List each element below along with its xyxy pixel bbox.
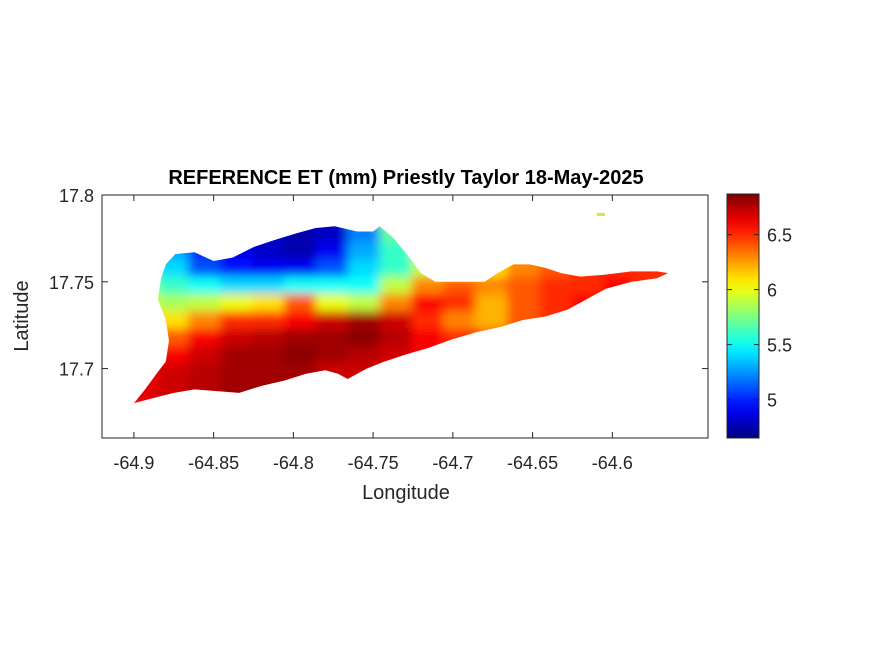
y-tick-label: 17.8 (59, 186, 94, 206)
colorbar: 5 5.5 6 6.5 (726, 193, 792, 439)
colorbar-tick-label: 6.5 (767, 226, 792, 246)
island-speck (597, 213, 605, 216)
colorbar-ticks: 5 5.5 6 6.5 (727, 226, 792, 411)
colorbar-gradient (726, 193, 760, 439)
x-tick-label: -64.9 (113, 453, 154, 473)
y-axis-label: Latitude (11, 280, 33, 351)
chart-title: REFERENCE ET (mm) Priestly Taylor 18-May… (168, 167, 643, 189)
x-tick-label: -64.85 (188, 453, 239, 473)
x-tick-label: -64.65 (507, 453, 558, 473)
colorbar-tick-label: 5 (767, 391, 777, 411)
x-axis: -64.9 -64.85 -64.8 -64.75 -64.7 -64.65 -64.6 (113, 195, 633, 473)
x-tick-label: -64.7 (432, 453, 473, 473)
y-tick-label: 17.7 (59, 360, 94, 380)
colorbar-tick-label: 5.5 (767, 336, 792, 356)
x-tick-label: -64.8 (273, 453, 314, 473)
x-axis-label: Longitude (362, 482, 450, 504)
x-tick-label: -64.75 (348, 453, 399, 473)
y-tick-label: 17.75 (49, 273, 94, 293)
y-axis: 17.7 17.75 17.8 (49, 186, 708, 380)
colorbar-tick-label: 6 (767, 281, 777, 301)
x-tick-label: -64.6 (592, 453, 633, 473)
plot-frame (101, 194, 709, 439)
